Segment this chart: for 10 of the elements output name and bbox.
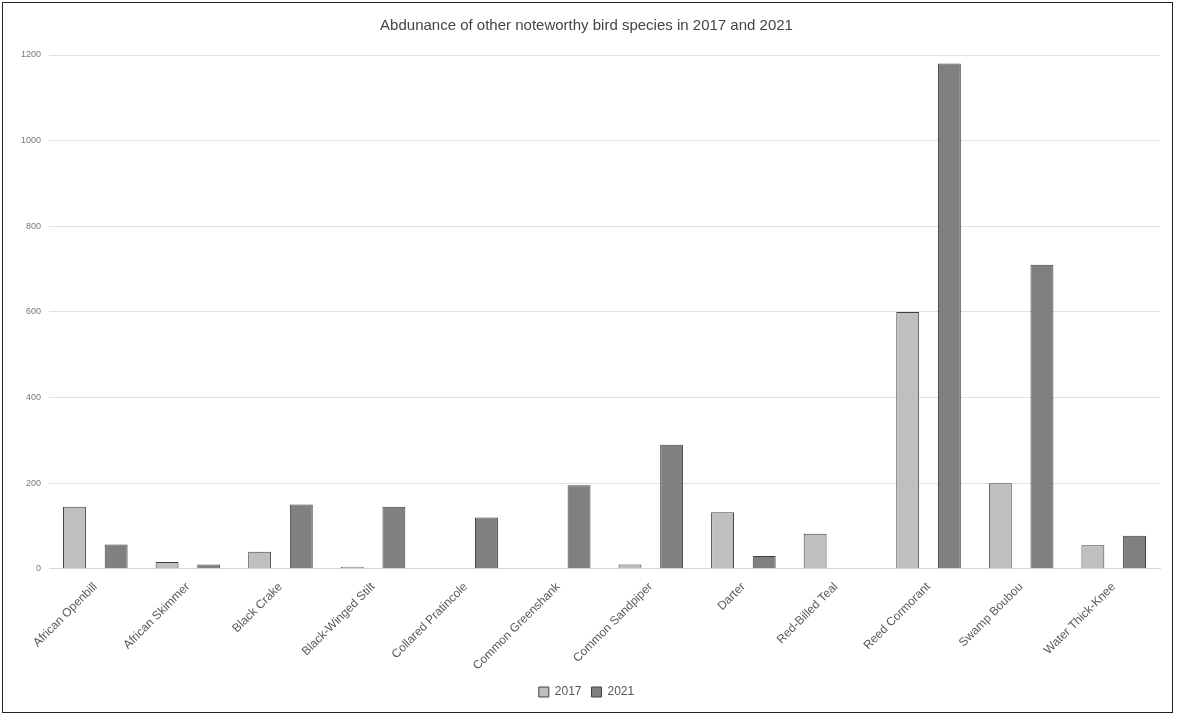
y-tick-label: 0 (36, 563, 42, 574)
chart-title: Abdunance of other noteworthy bird species in 2017 and 2021 (380, 16, 793, 34)
y-tick-label: 200 (25, 477, 42, 488)
legend-label: 2021 (607, 684, 635, 699)
y-tick-label: 600 (25, 306, 42, 317)
y-tick-label: 1000 (20, 135, 42, 146)
y-tick-label: 800 (25, 220, 42, 231)
legend-label: 2017 (554, 684, 582, 699)
y-tick-label: 400 (25, 392, 42, 403)
y-tick-label: 1200 (20, 49, 42, 60)
